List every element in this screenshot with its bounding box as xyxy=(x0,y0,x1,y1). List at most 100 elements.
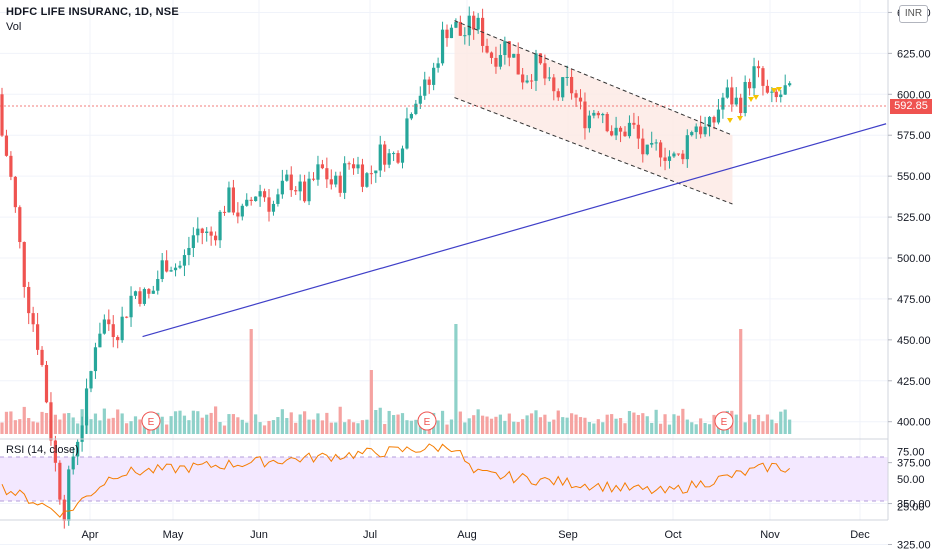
candle-body xyxy=(521,74,525,83)
rsi-axis[interactable]: 75.00 50.00 25.00 xyxy=(897,447,925,514)
volume-bar xyxy=(98,420,102,434)
volume-bar xyxy=(209,412,213,434)
candle-body xyxy=(636,124,640,139)
volume-bar xyxy=(765,414,769,434)
candle-body xyxy=(151,290,155,294)
volume-bar xyxy=(578,417,583,434)
price-tick-label: 425.00 xyxy=(897,376,931,388)
volume-bar xyxy=(173,411,178,434)
candle-body xyxy=(507,41,511,58)
sell-signal-arrow xyxy=(737,116,743,121)
earnings-marker[interactable] xyxy=(714,411,734,431)
candle-body xyxy=(516,53,520,75)
candle-body xyxy=(725,87,729,98)
volume-bar xyxy=(739,329,743,434)
volume-bar xyxy=(681,408,685,434)
volume-bar xyxy=(601,422,605,434)
volume-bar xyxy=(690,422,694,434)
volume-bar xyxy=(392,415,396,434)
legend: HDFC LIFE INSURANC, 1D, NSE Vol xyxy=(6,6,179,33)
time-tick-label: Sep xyxy=(558,529,578,541)
candle-body xyxy=(454,21,458,28)
rsi-band xyxy=(0,457,888,501)
volume-bar xyxy=(120,413,124,434)
candle-body xyxy=(463,35,467,37)
volume-bar xyxy=(289,412,293,434)
candle-body xyxy=(71,456,75,470)
volume-bar xyxy=(436,420,440,434)
candle-body xyxy=(685,135,689,160)
candle-body xyxy=(676,153,680,155)
volume-bar xyxy=(360,420,365,434)
earnings-label: E xyxy=(424,417,431,428)
candle-body xyxy=(512,53,516,58)
candle-body xyxy=(418,95,422,104)
candle-body xyxy=(458,21,462,36)
volume-bar xyxy=(9,411,13,434)
time-tick-label: Aug xyxy=(457,529,477,541)
price-tick-label: 475.00 xyxy=(897,294,931,306)
volume-bar xyxy=(618,418,623,434)
volume-bar xyxy=(369,370,373,434)
support-trendline xyxy=(142,123,887,338)
volume-bar xyxy=(694,424,698,434)
candle-body xyxy=(783,85,787,95)
candle-body xyxy=(387,153,391,165)
volume-bar xyxy=(71,417,75,434)
volume-bar xyxy=(543,414,547,434)
candle-body xyxy=(227,187,231,213)
volume-bar xyxy=(196,411,200,434)
candle-body xyxy=(610,131,614,136)
volume-bar xyxy=(685,419,689,434)
earnings-marker[interactable] xyxy=(417,411,437,431)
candle-body xyxy=(258,191,262,197)
currency-badge[interactable]: INR xyxy=(899,5,928,23)
candle-body xyxy=(650,142,654,145)
volume-bar xyxy=(378,407,382,434)
volume-bar xyxy=(182,415,187,434)
volume-bar xyxy=(512,421,516,434)
volume-bar xyxy=(699,418,703,434)
volume-bar xyxy=(592,423,596,434)
price-axis[interactable]: 650.00625.00600.00575.00550.00525.00500.… xyxy=(888,7,931,550)
volume-bar xyxy=(458,411,462,434)
candle-body xyxy=(196,228,200,236)
volume-bar xyxy=(449,419,454,434)
volume-bar xyxy=(552,419,556,434)
sell-signal-arrow xyxy=(727,118,733,123)
sell-signal-arrow xyxy=(748,97,754,102)
earnings-marker[interactable] xyxy=(141,411,161,431)
candle-body xyxy=(547,77,551,79)
candle-body xyxy=(365,173,369,187)
candle-body xyxy=(191,235,195,248)
volume-bar xyxy=(165,424,169,434)
price-tick-label: 500.00 xyxy=(897,253,931,265)
candle-body xyxy=(774,91,778,98)
volume-label[interactable]: Vol xyxy=(6,21,22,33)
volume-bar xyxy=(365,419,369,434)
candle-body xyxy=(267,197,271,212)
candle-body xyxy=(276,194,280,204)
price-tick-label: 550.00 xyxy=(897,171,931,183)
volume-bar xyxy=(178,410,182,434)
candle-body xyxy=(289,174,293,191)
candle-body xyxy=(316,164,320,180)
volume-bar xyxy=(481,415,485,434)
candle-body xyxy=(369,173,373,175)
volume-bar xyxy=(507,413,511,434)
candle-body xyxy=(667,156,672,161)
symbol-title[interactable]: HDFC LIFE INSURANC, 1D, NSE xyxy=(6,6,179,18)
volume-bar xyxy=(561,417,565,434)
volume-bar xyxy=(654,409,658,434)
volume-bar xyxy=(650,422,654,434)
volume-bar xyxy=(783,409,787,434)
volume-bar xyxy=(116,409,120,434)
candle-body xyxy=(307,178,311,202)
candle-body xyxy=(311,178,316,180)
candle-body xyxy=(200,228,204,234)
volume-bar xyxy=(329,422,333,434)
candle-body xyxy=(285,174,289,181)
time-axis[interactable]: Apr May Jun Jul Aug Sep Oct Nov Dec xyxy=(81,529,870,541)
rsi-label[interactable]: RSI (14, close) xyxy=(6,444,79,456)
